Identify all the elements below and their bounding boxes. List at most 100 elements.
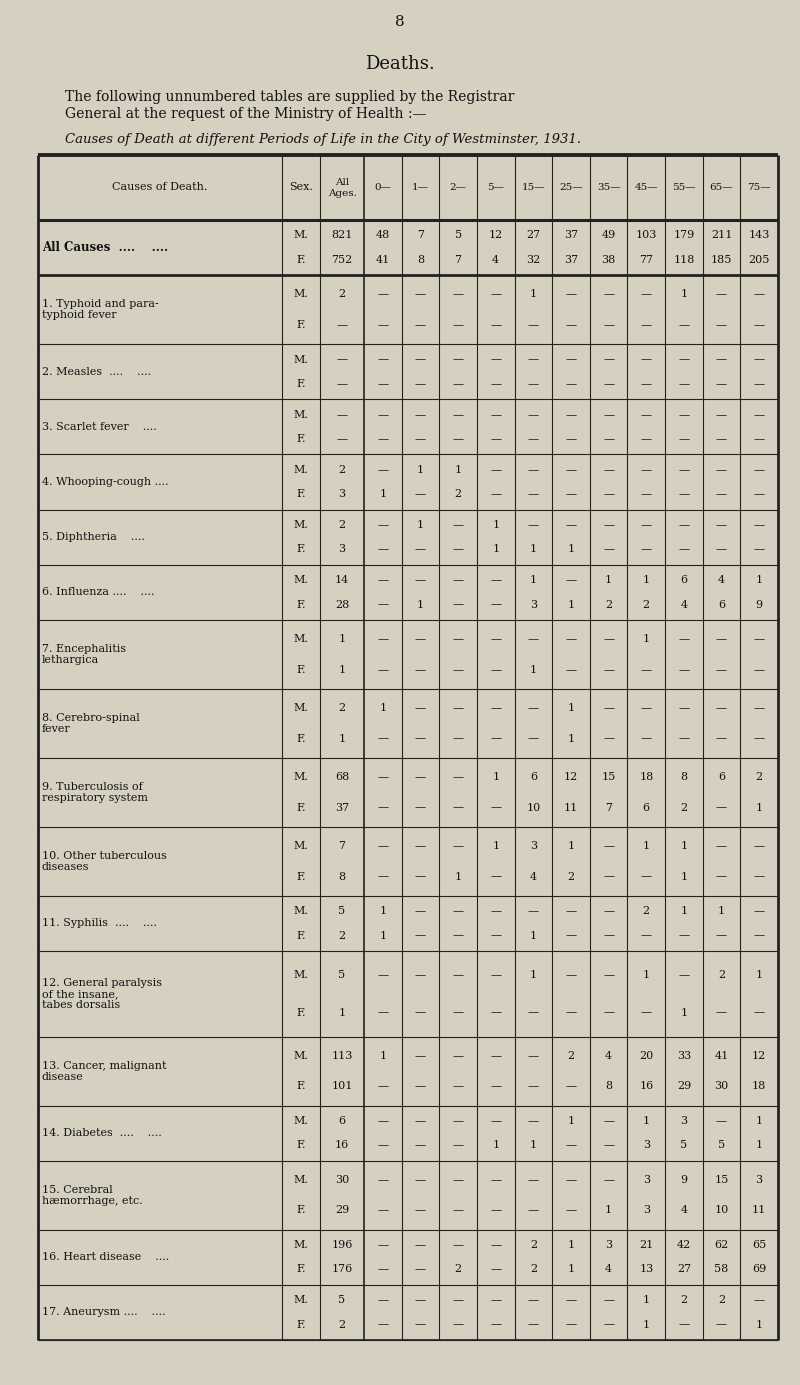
Text: —: — [490, 410, 502, 420]
Text: 1: 1 [567, 734, 574, 744]
Text: 2: 2 [680, 1295, 687, 1305]
Text: 2: 2 [338, 289, 346, 299]
Text: F.: F. [296, 255, 306, 265]
Text: —: — [754, 841, 765, 852]
Text: 4: 4 [530, 871, 537, 881]
Text: 3: 3 [338, 544, 346, 554]
Text: —: — [641, 704, 652, 713]
Text: —: — [453, 734, 464, 744]
Text: —: — [378, 434, 388, 445]
Text: 2: 2 [338, 1320, 346, 1330]
Text: —: — [378, 320, 388, 330]
Text: 8: 8 [680, 773, 687, 783]
Text: 1: 1 [492, 841, 499, 852]
Text: —: — [453, 969, 464, 981]
Text: —: — [641, 289, 652, 299]
Text: 12: 12 [564, 773, 578, 783]
Text: —: — [415, 410, 426, 420]
Text: 1: 1 [454, 871, 462, 881]
Text: —: — [453, 320, 464, 330]
Text: 3: 3 [680, 1116, 687, 1126]
Text: —: — [566, 969, 577, 981]
Text: 6: 6 [680, 575, 687, 586]
Text: —: — [754, 1008, 765, 1018]
Text: Deaths.: Deaths. [365, 55, 435, 73]
Text: —: — [415, 1082, 426, 1091]
Text: —: — [754, 379, 765, 389]
Text: —: — [641, 1008, 652, 1018]
Text: 1: 1 [379, 1051, 386, 1061]
Text: —: — [603, 665, 614, 674]
Text: —: — [337, 355, 347, 364]
Text: 1: 1 [379, 489, 386, 499]
Text: —: — [754, 634, 765, 644]
Text: —: — [641, 931, 652, 940]
Text: 6: 6 [642, 802, 650, 813]
Text: —: — [490, 1320, 502, 1330]
Text: 1: 1 [605, 575, 612, 586]
Text: 27: 27 [526, 230, 541, 241]
Text: —: — [378, 1320, 388, 1330]
Text: —: — [490, 355, 502, 364]
Text: 1: 1 [492, 544, 499, 554]
Text: 13: 13 [639, 1265, 654, 1274]
Text: —: — [716, 841, 727, 852]
Text: —: — [453, 544, 464, 554]
Text: —: — [603, 355, 614, 364]
Text: —: — [678, 704, 690, 713]
Text: —: — [754, 320, 765, 330]
Text: F.: F. [296, 802, 306, 813]
Text: —: — [528, 379, 539, 389]
Text: —: — [716, 1008, 727, 1018]
Text: —: — [716, 704, 727, 713]
Text: —: — [641, 665, 652, 674]
Text: —: — [528, 1320, 539, 1330]
Text: —: — [528, 634, 539, 644]
Text: —: — [716, 665, 727, 674]
Text: —: — [378, 544, 388, 554]
Text: 3: 3 [530, 841, 537, 852]
Text: —: — [603, 1008, 614, 1018]
Text: M.: M. [294, 704, 309, 713]
Text: 1: 1 [642, 1116, 650, 1126]
Text: typhoid fever: typhoid fever [42, 310, 117, 320]
Text: 3: 3 [756, 1174, 762, 1186]
Text: —: — [641, 410, 652, 420]
Text: F.: F. [296, 1205, 306, 1216]
Text: —: — [453, 1320, 464, 1330]
Text: 5: 5 [718, 1140, 725, 1150]
Text: —: — [754, 1295, 765, 1305]
Text: —: — [641, 544, 652, 554]
Text: —: — [415, 841, 426, 852]
Text: All Causes  ....    ....: All Causes .... .... [42, 241, 168, 253]
Text: —: — [378, 600, 388, 609]
Text: —: — [490, 1265, 502, 1274]
Text: —: — [490, 634, 502, 644]
Text: F.: F. [296, 871, 306, 881]
Text: —: — [603, 634, 614, 644]
Text: F.: F. [296, 1140, 306, 1150]
Text: 29: 29 [335, 1205, 349, 1216]
Text: 55—: 55— [672, 183, 696, 193]
Text: 13. Cancer, malignant: 13. Cancer, malignant [42, 1061, 166, 1071]
Text: 21: 21 [639, 1240, 654, 1251]
Text: —: — [490, 465, 502, 475]
Text: —: — [415, 289, 426, 299]
Text: —: — [603, 1320, 614, 1330]
Text: —: — [378, 521, 388, 530]
Text: —: — [378, 1008, 388, 1018]
Text: 16: 16 [335, 1140, 349, 1150]
Text: —: — [716, 1116, 727, 1126]
Text: 8: 8 [338, 871, 346, 881]
Text: 4: 4 [605, 1051, 612, 1061]
Text: —: — [566, 320, 577, 330]
Text: —: — [528, 355, 539, 364]
Text: —: — [415, 1240, 426, 1251]
Text: —: — [528, 410, 539, 420]
Text: —: — [678, 355, 690, 364]
Text: 8. Cerebro-spinal: 8. Cerebro-spinal [42, 713, 140, 723]
Text: 4: 4 [492, 255, 499, 265]
Text: —: — [754, 521, 765, 530]
Text: 4: 4 [605, 1265, 612, 1274]
Text: 77: 77 [639, 255, 654, 265]
